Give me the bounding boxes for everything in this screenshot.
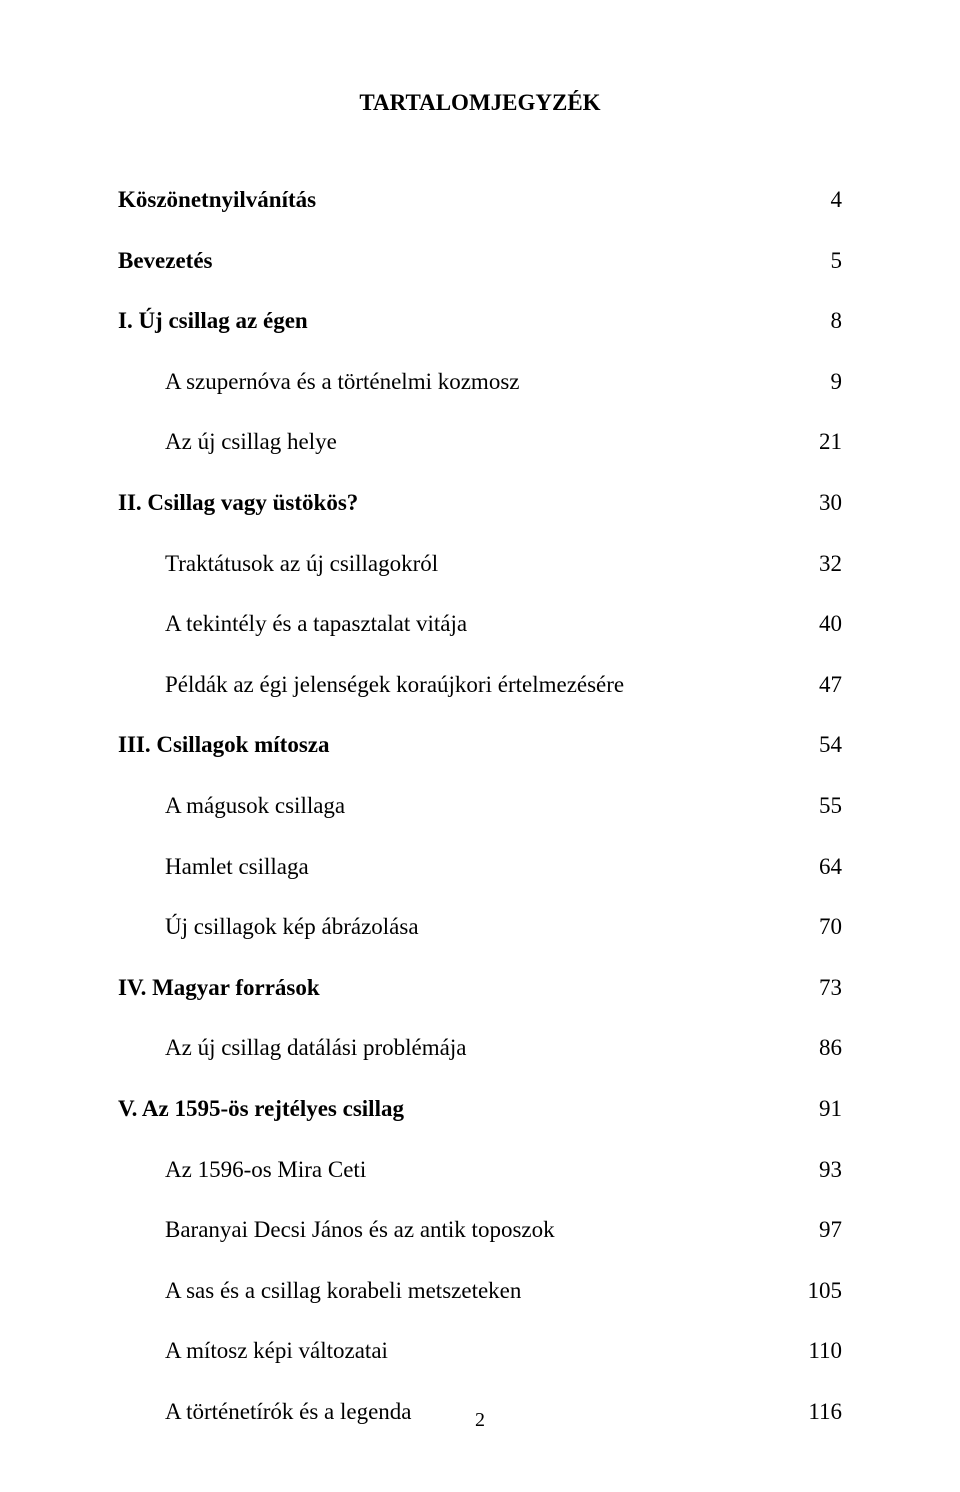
toc-entry-label: Új csillagok kép ábrázolása [118, 913, 792, 941]
toc-entry-page: 5 [792, 247, 842, 275]
toc-entry-page: 47 [792, 671, 842, 699]
toc-entry-label: III. Csillagok mítosza [118, 731, 792, 759]
toc-row: Új csillagok kép ábrázolása70 [118, 913, 842, 941]
toc-entry-page: 91 [792, 1095, 842, 1123]
toc-entry-page: 54 [792, 731, 842, 759]
toc-entry-page: 70 [792, 913, 842, 941]
toc-row: II. Csillag vagy üstökös?30 [118, 489, 842, 517]
toc-row: I. Új csillag az égen8 [118, 307, 842, 335]
toc-entry-label: A sas és a csillag korabeli metszeteken [118, 1277, 792, 1305]
toc-entry-page: 55 [792, 792, 842, 820]
toc-row: III. Csillagok mítosza54 [118, 731, 842, 759]
toc-entry-label: I. Új csillag az égen [118, 307, 792, 335]
toc-row: Köszönetnyilvánítás4 [118, 186, 842, 214]
toc-row: IV. Magyar források73 [118, 974, 842, 1002]
toc-entry-label: IV. Magyar források [118, 974, 792, 1002]
toc-entry-label: A mágusok csillaga [118, 792, 792, 820]
toc-entry-page: 32 [792, 550, 842, 578]
toc-row: V. Az 1595-ös rejtélyes csillag91 [118, 1095, 842, 1123]
toc-entry-label: Baranyai Decsi János és az antik toposzo… [118, 1216, 792, 1244]
toc-entry-label: A mítosz képi változatai [118, 1337, 792, 1365]
toc-entry-label: Példák az égi jelenségek koraújkori érte… [118, 671, 792, 699]
toc-entry-page: 86 [792, 1034, 842, 1062]
document-page: TARTALOMJEGYZÉK Köszönetnyilvánítás4 Beve… [0, 0, 960, 1492]
toc-entry-page: 105 [792, 1277, 842, 1305]
toc-entry-label: II. Csillag vagy üstökös? [118, 489, 792, 517]
toc-entry-label: V. Az 1595-ös rejtélyes csillag [118, 1095, 792, 1123]
toc-entry-label: Köszönetnyilvánítás [118, 186, 792, 214]
toc-entry-page: 40 [792, 610, 842, 638]
toc-entry-page: 73 [792, 974, 842, 1002]
toc-entry-label: Hamlet csillaga [118, 853, 792, 881]
toc-entry-label: A tekintély és a tapasztalat vitája [118, 610, 792, 638]
toc-row: A sas és a csillag korabeli metszeteken1… [118, 1277, 842, 1305]
toc-entry-page: 4 [792, 186, 842, 214]
toc-row: A tekintély és a tapasztalat vitája40 [118, 610, 842, 638]
toc-entry-label: Traktátusok az új csillagokról [118, 550, 792, 578]
toc-row: Az új csillag datálási problémája86 [118, 1034, 842, 1062]
toc-entry-page: 30 [792, 489, 842, 517]
toc-entry-page: 21 [792, 428, 842, 456]
toc-row: A mágusok csillaga55 [118, 792, 842, 820]
toc-row: Hamlet csillaga64 [118, 853, 842, 881]
toc-entry-page: 97 [792, 1216, 842, 1244]
toc-row: Baranyai Decsi János és az antik toposzo… [118, 1216, 842, 1244]
toc-entry-page: 64 [792, 853, 842, 881]
toc-entry-page: 110 [792, 1337, 842, 1365]
toc-entry-label: Az új csillag datálási problémája [118, 1034, 792, 1062]
toc-row: Példák az égi jelenségek koraújkori érte… [118, 671, 842, 699]
toc-row: A szupernóva és a történelmi kozmosz9 [118, 368, 842, 396]
toc-row: Traktátusok az új csillagokról32 [118, 550, 842, 578]
toc-entry-page: 9 [792, 368, 842, 396]
toc-entry-page: 8 [792, 307, 842, 335]
page-number: 2 [0, 1409, 960, 1432]
toc-list: Köszönetnyilvánítás4 Bevezetés5 I. Új csil… [118, 186, 842, 1425]
toc-entry-label: Az 1596-os Mira Ceti [118, 1156, 792, 1184]
page-title: TARTALOMJEGYZÉK [118, 90, 842, 116]
toc-entry-label: A szupernóva és a történelmi kozmosz [118, 368, 792, 396]
toc-row: A mítosz képi változatai110 [118, 1337, 842, 1365]
toc-entry-label: Bevezetés [118, 247, 792, 275]
toc-entry-label: Az új csillag helye [118, 428, 792, 456]
toc-entry-page: 93 [792, 1156, 842, 1184]
toc-row: Az új csillag helye21 [118, 428, 842, 456]
toc-row: Az 1596-os Mira Ceti93 [118, 1156, 842, 1184]
toc-row: Bevezetés5 [118, 247, 842, 275]
